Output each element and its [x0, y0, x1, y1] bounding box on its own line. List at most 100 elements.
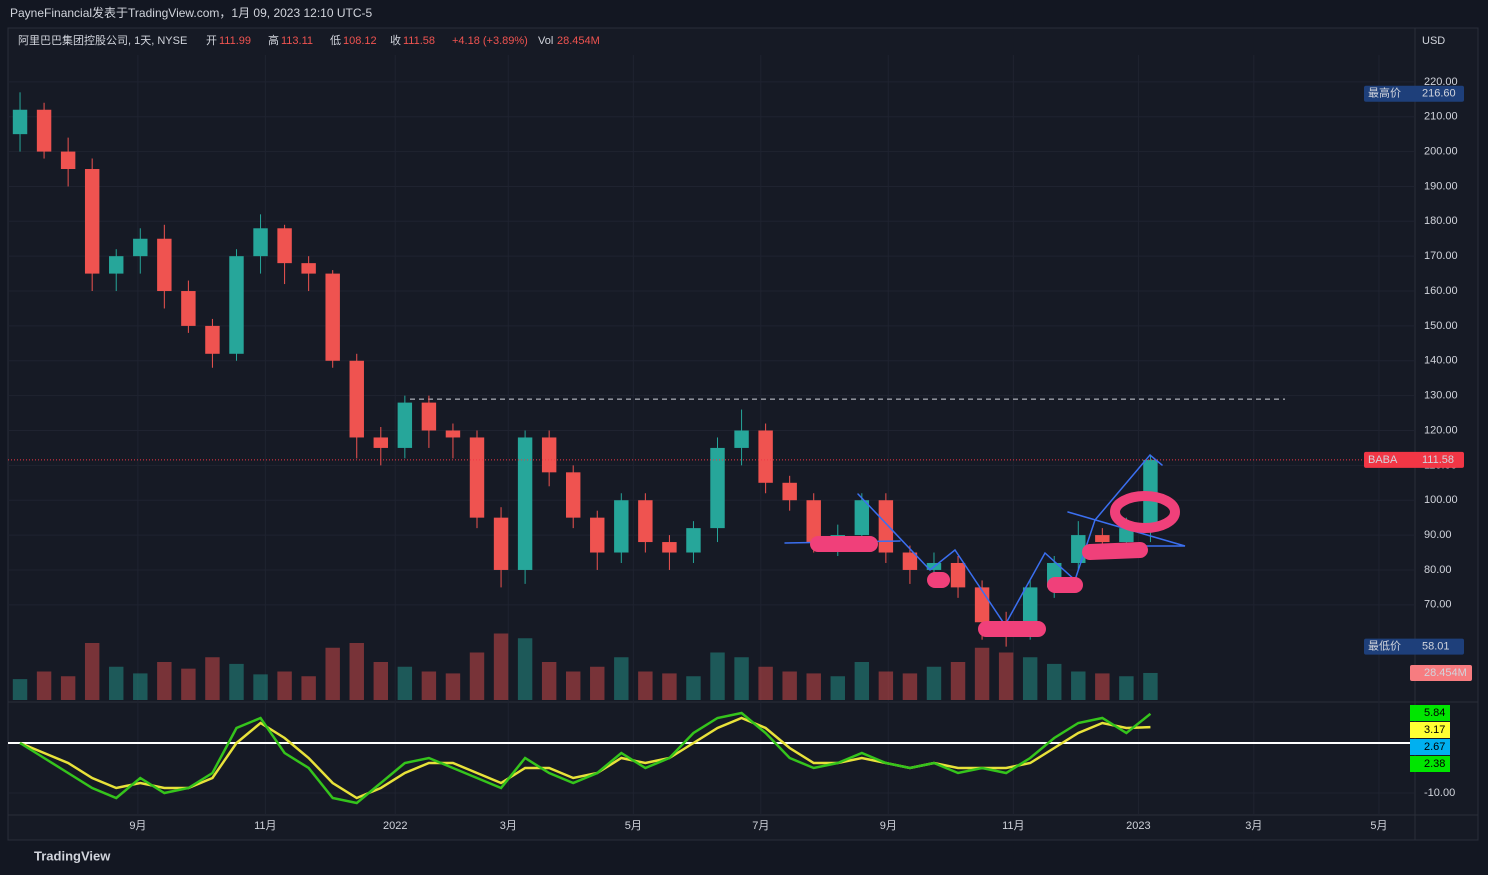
candle-body: [662, 542, 677, 553]
volume-bar: [590, 666, 605, 700]
volume-bar: [349, 643, 364, 700]
price-label-box: [1364, 85, 1464, 102]
volume-bar: [830, 676, 845, 700]
label: 收: [390, 33, 401, 47]
x-tick-label: 9月: [880, 820, 897, 832]
candle-body: [60, 151, 76, 170]
candle-body: [229, 256, 244, 354]
candle-body: [157, 238, 172, 292]
candle-body: [421, 402, 437, 431]
volume-bar: [565, 671, 581, 700]
candle-body: [806, 500, 821, 543]
price-label-name: 最低价: [1368, 640, 1401, 653]
label: 高: [268, 33, 279, 47]
y-tick-label: 130.00: [1424, 390, 1458, 402]
volume-bar: [36, 671, 52, 700]
volume-bar: [710, 652, 725, 700]
candle-body: [373, 437, 389, 448]
candle-body: [205, 325, 220, 354]
volume-bar: [493, 633, 509, 700]
value: 113.11: [281, 35, 313, 47]
volume-bar: [998, 652, 1014, 700]
price-label-value: 216.60: [1422, 88, 1456, 100]
price-label-box: [1364, 638, 1464, 655]
y-tick-label: 170.00: [1424, 250, 1458, 262]
y-tick-label: 100.00: [1424, 494, 1458, 506]
label: Vol: [538, 35, 553, 47]
candle-body: [349, 360, 364, 438]
indicator-label-box: [1410, 722, 1450, 738]
footer-brand: TradingView: [34, 848, 111, 863]
volume-bar: [397, 666, 413, 700]
volume-bar: [638, 671, 653, 700]
volume-bar: [421, 671, 437, 700]
volume-bar: [12, 679, 28, 700]
drawings: [784, 453, 1186, 637]
y-tick-label: 210.00: [1424, 111, 1458, 123]
y-tick-label: 160.00: [1424, 285, 1458, 297]
trend-line: [857, 453, 1163, 627]
x-tick-label: 9月: [129, 820, 146, 832]
candle-body: [517, 437, 533, 570]
x-tick-label: 2023: [1126, 820, 1150, 832]
value: 28.454M: [557, 35, 600, 47]
price-label-value: 111.58: [1422, 454, 1454, 466]
price-label-box: [1364, 451, 1464, 468]
candle-body: [301, 263, 316, 274]
volume-bar: [373, 662, 389, 700]
y-tick-label: 190.00: [1424, 180, 1458, 192]
volume-bar: [1095, 673, 1110, 700]
highlight: [1110, 491, 1180, 533]
candle-body: [878, 500, 894, 553]
candle-body: [36, 109, 52, 152]
indicator-label-box: [1410, 739, 1450, 755]
volume-bar: [181, 668, 196, 700]
oscillator-line: [19, 716, 1151, 800]
y-tick-label: 150.00: [1424, 320, 1458, 332]
candle-body: [902, 552, 918, 570]
candle-body: [1119, 528, 1134, 543]
price-label-name: BABA: [1368, 454, 1398, 466]
change: +4.18 (+3.89%): [452, 35, 528, 47]
y-tick-label: 80.00: [1424, 564, 1452, 576]
volume-bar: [806, 673, 821, 700]
oscillator-line: [19, 711, 1152, 805]
candle-body: [84, 169, 100, 274]
candle-body: [710, 447, 725, 529]
label: 低: [330, 34, 341, 47]
candle-body: [325, 273, 340, 361]
author-line: PayneFinancial发表于TradingView.com，1月 09, …: [10, 5, 373, 20]
candle-body: [277, 228, 292, 264]
indicator-label: 2.38: [1424, 758, 1445, 770]
x-tick-label: 11月: [254, 820, 276, 832]
x-tick-label: 5月: [625, 820, 642, 832]
value: 111.99: [219, 35, 251, 47]
candle-body: [109, 256, 124, 274]
candle-body: [1095, 535, 1110, 543]
candle-body: [253, 228, 268, 257]
volume-bar: [517, 638, 533, 700]
volume-bar: [445, 673, 461, 700]
x-tick-label: 11月: [1002, 820, 1024, 832]
y-tick-label: 70.00: [1424, 599, 1452, 611]
label: 开: [206, 35, 217, 47]
candle-body: [12, 109, 28, 135]
candle-body: [734, 430, 749, 448]
volume-bar: [902, 673, 918, 700]
volume-bar: [253, 674, 268, 700]
candle-body: [541, 437, 557, 473]
value: 111.58: [403, 35, 435, 47]
volume-bar: [1022, 657, 1038, 700]
x-tick-label: 5月: [1370, 820, 1387, 832]
y-tick-label: 220.00: [1424, 76, 1458, 88]
volume-bar: [854, 662, 870, 700]
currency: USD: [1422, 35, 1445, 47]
volume-bar: [782, 671, 797, 700]
candle-body: [686, 528, 701, 553]
legend: 阿里巴巴集团控股公司, 1天, NYSE 开 111.99 高 113.11 低…: [18, 33, 600, 47]
candle-body: [493, 517, 509, 570]
candle-body: [469, 437, 485, 518]
y-tick-label: 90.00: [1424, 529, 1452, 541]
